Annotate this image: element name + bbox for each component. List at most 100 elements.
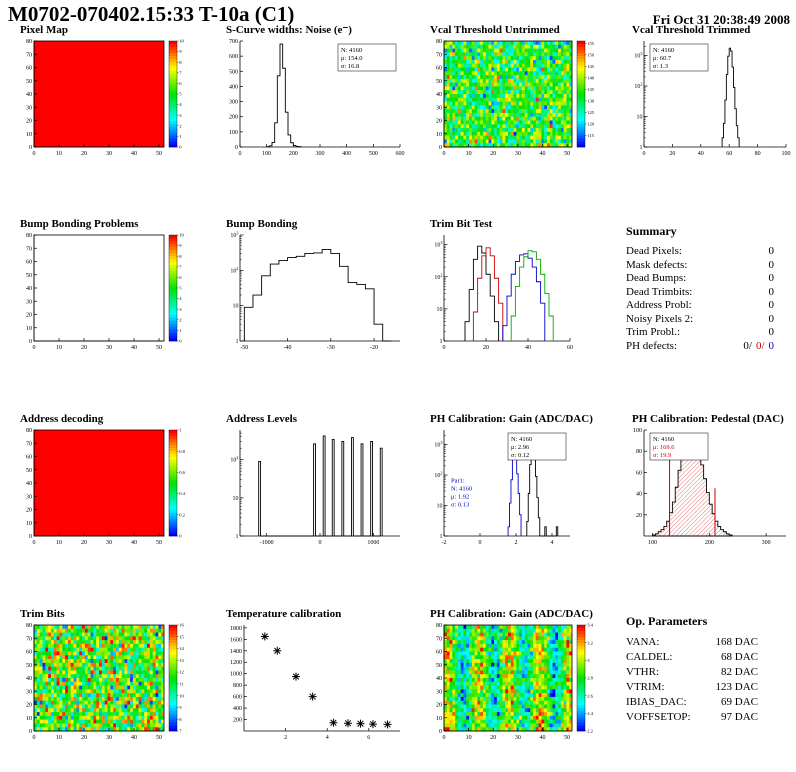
panel-ph-gain-map: PH Calibration: Gain (ADC/DAC) 2.2 2.4 2.6… [418,608,614,749]
svg-text:70: 70 [26,52,32,58]
svg-text:155: 155 [587,41,595,46]
svg-text:13: 13 [179,658,184,663]
op-parameters-row: VTHR: 82 DAC [626,665,758,680]
svg-text:10: 10 [26,521,32,527]
svg-text:500: 500 [369,151,378,157]
summary-row: Trim Probl.: 0 [626,326,774,340]
svg-text:50: 50 [26,79,32,85]
svg-text:700: 700 [229,39,238,45]
svg-text:600: 600 [396,151,405,157]
svg-text:400: 400 [233,706,242,712]
svg-text:70: 70 [436,636,442,642]
row-value: 0 [768,285,775,298]
svg-text:80: 80 [26,39,32,45]
svg-text:0: 0 [29,145,32,151]
pixel-map-chart: 0 1 2 3 4 5 6 7 8 9 10 0 10 20 30 40 50 0 10 20 30 40 50 60 70 80 [26,39,184,157]
svg-text:0: 0 [239,151,242,157]
svg-text:-40: -40 [284,345,292,351]
svg-text:10: 10 [466,735,472,741]
svg-text:80: 80 [26,233,32,239]
svg-text:20: 20 [483,345,489,351]
svg-text:0: 0 [235,145,238,151]
op-parameters-row: IBIAS_DAC: 69 DAC [626,695,758,710]
chart-title-address-decoding: Address decoding [20,413,104,425]
svg-text:20: 20 [669,151,675,157]
svg-text:0: 0 [179,339,182,344]
svg-text:7: 7 [179,729,182,734]
svg-text:9: 9 [179,705,182,710]
svg-text:10: 10 [56,345,62,351]
row-label: Dead Bumps: [626,272,687,284]
svg-text:2: 2 [179,123,182,128]
svg-text:5: 5 [179,286,182,291]
svg-text:10: 10 [436,132,442,138]
svg-text:80: 80 [436,623,442,629]
svg-text:50: 50 [436,663,442,669]
chart-title-scurve-noise: S-Curve widths: Noise (e⁻) [226,24,352,36]
svg-text:30: 30 [436,689,442,695]
svg-text:1000: 1000 [230,672,242,678]
svg-text:20: 20 [490,151,496,157]
svg-text:20: 20 [26,703,32,709]
svg-text:100: 100 [229,130,238,136]
svg-text:N: 4160: N: 4160 [511,436,532,443]
svg-text:0: 0 [443,345,446,351]
svg-text:150: 150 [587,52,595,57]
panel-vcal-untrimmed: Vcal Threshold Untrimmed 115 120 125 130 135… [418,24,614,165]
svg-text:N: 4160: N: 4160 [653,47,674,54]
chart-title-bump-bonding: Bump Bonding [226,218,298,230]
svg-text:135: 135 [587,87,595,92]
panel-summary: Summary Dead Pixels: 0 Mask defects: 0 Dead … [626,224,774,353]
svg-text:μ: 60.7: μ: 60.7 [653,55,672,62]
svg-text:60: 60 [567,345,573,351]
temp-calibration-chart: 2 4 6 200 400 600 800 1000 1200 1400 1600 1800 [230,625,400,741]
row-label: Dead Trimbits: [626,285,693,298]
svg-text:N: 4160: N: 4160 [653,436,674,443]
svg-text:16: 16 [179,623,184,628]
svg-text:200: 200 [705,540,714,546]
panel-scurve-noise: S-Curve widths: Noise (e⁻) 0 100 200 300 400… [214,24,410,165]
svg-text:μ: 2.96: μ: 2.96 [511,444,530,451]
svg-text:100: 100 [262,151,271,157]
svg-text:N: 4160: N: 4160 [451,486,472,493]
svg-text:40: 40 [436,676,442,682]
svg-text:60: 60 [436,66,442,72]
svg-text:0: 0 [29,729,32,735]
svg-text:30: 30 [106,540,112,546]
svg-text:9: 9 [179,49,182,54]
chart-title-trim-bits: Trim Bits [20,608,65,620]
svg-text:40: 40 [26,92,32,98]
svg-text:3: 3 [587,658,590,663]
svg-text:50: 50 [26,468,32,474]
chart-title-bump-problems: Bump Bonding Problems [20,218,139,230]
row-label: VTRIM: [626,681,665,693]
svg-text:2.8: 2.8 [587,676,593,681]
bump-bonding-chart: -50 -40 -30 -20 1 10 102 103 [230,231,400,351]
svg-text:30: 30 [106,345,112,351]
svg-text:40: 40 [131,540,137,546]
svg-text:9: 9 [179,243,182,248]
svg-text:σ: 19.9: σ: 19.9 [653,452,671,459]
svg-text:20: 20 [81,151,87,157]
svg-text:1600: 1600 [230,637,242,643]
svg-text:σ: 1.3: σ: 1.3 [653,63,668,70]
panel-ph-pedestal: PH Calibration: Pedestal (DAC) 100 200 300… [620,413,792,554]
svg-text:1: 1 [440,339,443,345]
vcal-untrimmed-chart: 115 120 125 130 135 140 145 150 155 0 10 20 30 40 50 0 1… [436,39,595,157]
panel-address-decoding: Address decoding 0 0.2 0.4 0.6 0.8 1 0 10 20 30 40… [8,413,208,554]
svg-text:115: 115 [587,133,594,138]
svg-text:0: 0 [33,151,36,157]
svg-text:10: 10 [56,540,62,546]
svg-text:70: 70 [26,246,32,252]
summary-title: Summary [626,224,677,238]
svg-text:40: 40 [131,151,137,157]
svg-text:-20: -20 [370,345,378,351]
svg-text:60: 60 [436,650,442,656]
svg-text:12: 12 [179,670,184,675]
address-decoding-chart: 00.20.40.60.810 10 20 30 40 50010203040506070… [26,428,186,546]
panel-op-parameters: Op. Parameters VANA: 168 DAC CALDEL: 68 DAC… [626,614,758,725]
row-value: 0 [768,312,775,325]
row-label: VOFFSETOP: [626,711,691,723]
op-parameters-row: VOFFSETOP: 97 DAC [626,710,758,725]
svg-text:200: 200 [289,151,298,157]
